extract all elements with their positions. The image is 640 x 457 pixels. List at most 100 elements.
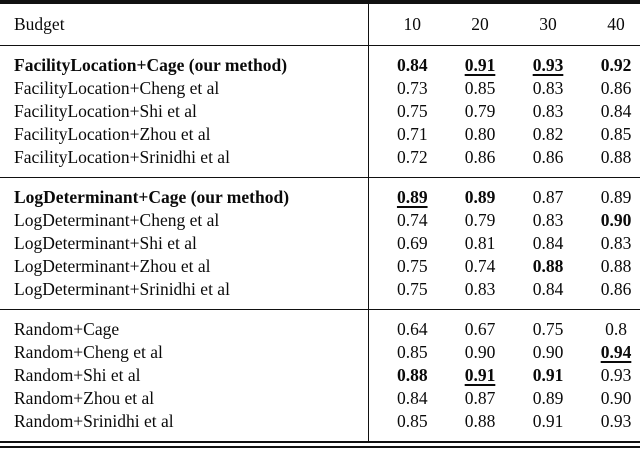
value-text: 0.74 (396, 210, 428, 230)
row-label: LogDeterminant+Zhou et al (0, 255, 369, 278)
value-cell: 0.88 (368, 364, 436, 387)
value-text: 0.94 (600, 342, 632, 362)
value-text: 0.91 (464, 55, 496, 75)
value-text: 0.90 (600, 210, 632, 230)
table-row: LogDeterminant+Zhou et al 0.75 0.74 0.88 0.8… (0, 255, 640, 278)
value-cell: 0.84 (504, 232, 572, 255)
value-cell: 0.85 (436, 77, 504, 100)
value-text: 0.73 (396, 78, 428, 98)
value-cell: 0.82 (504, 123, 572, 146)
value-text: 0.90 (600, 388, 632, 408)
value-cell: 0.85 (572, 123, 640, 146)
header-row: Budget 10 20 30 40 (0, 2, 640, 46)
value-cell: 0.90 (572, 209, 640, 232)
row-label: Random+Cheng et al (0, 341, 369, 364)
value-cell: 0.89 (504, 387, 572, 410)
value-cell: 0.75 (504, 309, 572, 341)
value-text: 0.83 (532, 78, 564, 98)
table-header: Budget 10 20 30 40 (0, 2, 640, 46)
value-cell: 0.88 (436, 410, 504, 445)
value-text: 0.75 (396, 279, 428, 299)
value-cell: 0.86 (572, 278, 640, 310)
value-cell: 0.67 (436, 309, 504, 341)
value-text: 0.91 (464, 365, 496, 385)
value-cell: 0.94 (572, 341, 640, 364)
value-cell: 0.72 (368, 146, 436, 178)
value-text: 0.86 (600, 279, 632, 299)
value-text: 0.67 (464, 319, 496, 339)
value-text: 0.86 (464, 147, 496, 167)
value-cell: 0.75 (368, 100, 436, 123)
value-cell: 0.86 (436, 146, 504, 178)
value-cell: 0.91 (436, 364, 504, 387)
value-text: 0.82 (532, 124, 564, 144)
value-cell: 0.89 (436, 177, 504, 209)
value-cell: 0.74 (368, 209, 436, 232)
value-text: 0.86 (532, 147, 564, 167)
value-text: 0.84 (396, 55, 428, 75)
row-label: FacilityLocation+Cheng et al (0, 77, 369, 100)
value-text: 0.88 (396, 365, 428, 385)
value-text: 0.80 (464, 124, 496, 144)
row-label: FacilityLocation+Zhou et al (0, 123, 369, 146)
value-text: 0.81 (464, 233, 496, 253)
value-text: 0.85 (396, 411, 428, 431)
value-cell: 0.91 (436, 46, 504, 78)
value-text: 0.89 (464, 187, 496, 207)
value-cell: 0.84 (368, 387, 436, 410)
value-text: 0.89 (600, 187, 632, 207)
value-cell: 0.92 (572, 46, 640, 78)
value-text: 0.89 (532, 388, 564, 408)
value-text: 0.84 (532, 233, 564, 253)
value-text: 0.84 (532, 279, 564, 299)
value-cell: 0.83 (504, 209, 572, 232)
value-cell: 0.84 (572, 100, 640, 123)
value-cell: 0.90 (504, 341, 572, 364)
value-text: 0.91 (532, 365, 564, 385)
value-cell: 0.89 (368, 177, 436, 209)
row-label: LogDeterminant+Cage (our method) (0, 177, 369, 209)
value-text: 0.71 (396, 124, 428, 144)
value-text: 0.88 (464, 411, 496, 431)
row-label: Random+Srinidhi et al (0, 410, 369, 445)
value-text: 0.83 (532, 210, 564, 230)
value-text: 0.91 (532, 411, 564, 431)
value-cell: 0.75 (368, 278, 436, 310)
row-label: FacilityLocation+Shi et al (0, 100, 369, 123)
value-cell: 0.84 (368, 46, 436, 78)
table-row: FacilityLocation+Shi et al 0.75 0.79 0.83 0.… (0, 100, 640, 123)
table-row: LogDeterminant+Srinidhi et al 0.75 0.83 0.8… (0, 278, 640, 310)
value-cell: 0.85 (368, 410, 436, 445)
value-text: 0.84 (396, 388, 428, 408)
value-text: 0.72 (396, 147, 428, 167)
value-cell: 0.91 (504, 410, 572, 445)
value-cell: 0.87 (436, 387, 504, 410)
value-text: 0.90 (464, 342, 496, 362)
value-text: 0.93 (600, 411, 632, 431)
table-row: Random+Srinidhi et al 0.85 0.88 0.91 0.93 (0, 410, 640, 445)
table-row: LogDeterminant+Cage (our method) 0.89 0.89… (0, 177, 640, 209)
value-cell: 0.83 (504, 77, 572, 100)
table-row: LogDeterminant+Cheng et al 0.74 0.79 0.83 0.… (0, 209, 640, 232)
table-row: FacilityLocation+Cheng et al 0.73 0.85 0.83… (0, 77, 640, 100)
value-cell: 0.85 (368, 341, 436, 364)
value-text: 0.88 (532, 256, 564, 276)
row-label: Random+Zhou et al (0, 387, 369, 410)
value-cell: 0.73 (368, 77, 436, 100)
value-cell: 0.8 (572, 309, 640, 341)
value-cell: 0.88 (572, 146, 640, 178)
value-cell: 0.83 (572, 232, 640, 255)
value-cell: 0.79 (436, 209, 504, 232)
value-cell: 0.81 (436, 232, 504, 255)
value-cell: 0.93 (572, 410, 640, 445)
column-header-budget-30: 30 (504, 2, 572, 46)
value-text: 0.85 (600, 124, 632, 144)
value-text: 0.8 (605, 319, 627, 339)
value-text: 0.74 (464, 256, 496, 276)
value-cell: 0.71 (368, 123, 436, 146)
value-cell: 0.79 (436, 100, 504, 123)
value-cell: 0.93 (572, 364, 640, 387)
row-label: FacilityLocation+Srinidhi et al (0, 146, 369, 178)
value-text: 0.86 (600, 78, 632, 98)
row-label: Random+Cage (0, 309, 369, 341)
